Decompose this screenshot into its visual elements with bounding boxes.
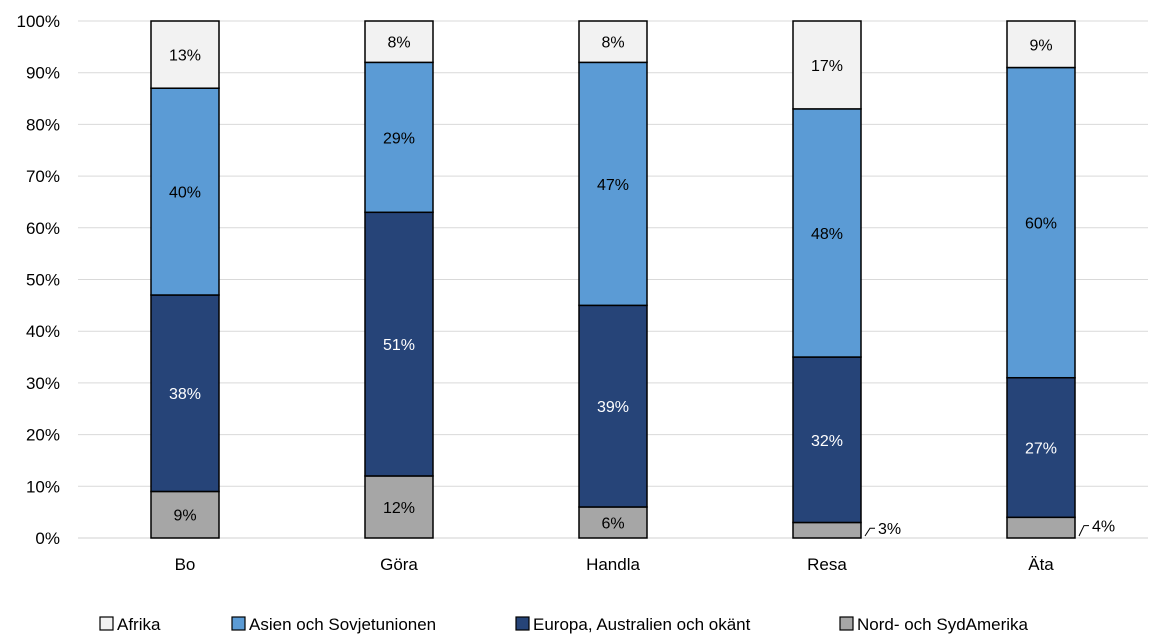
- data-label: 9%: [173, 508, 196, 525]
- y-tick-label: 0%: [35, 529, 60, 548]
- data-label: 17%: [811, 58, 843, 75]
- bar-segment: [364, 475, 434, 539]
- data-label: 39%: [597, 399, 629, 416]
- data-label: 3%: [878, 521, 901, 538]
- y-axis: 0% 10% 20% 30% 40% 50% 60% 70% 80% 90% 100%: [17, 12, 60, 548]
- y-tick-label: 100%: [17, 12, 60, 31]
- bar-segment: [1006, 376, 1076, 519]
- y-tick-label: 80%: [26, 115, 60, 134]
- legend-label: Europa, Australien och okänt: [533, 615, 751, 634]
- x-axis: Bo Göra Handla Resa Äta: [175, 555, 1055, 574]
- x-tick-label: Bo: [175, 555, 196, 574]
- y-tick-label: 50%: [26, 271, 60, 290]
- bar-segment: [1006, 66, 1076, 379]
- bar-segment: [150, 490, 220, 539]
- bar-segment: [578, 61, 648, 307]
- x-tick-label: Äta: [1028, 555, 1054, 574]
- data-label: 47%: [597, 177, 629, 194]
- leader-line: [1078, 525, 1089, 537]
- legend: Afrika Asien och Sovjetunionen Europa, Aus…: [99, 615, 1029, 634]
- x-tick-label: Resa: [807, 555, 847, 574]
- data-label: 6%: [601, 515, 624, 532]
- data-label: 27%: [1025, 441, 1057, 458]
- bar-segment: [578, 20, 648, 64]
- bar-segment: [1006, 20, 1076, 69]
- legend-swatch: [839, 616, 854, 631]
- legend-label: Afrika: [117, 615, 161, 634]
- y-tick-label: 70%: [26, 167, 60, 186]
- data-label: 60%: [1025, 216, 1057, 233]
- bar-segment: [792, 521, 862, 539]
- data-label: 40%: [169, 185, 201, 202]
- data-label: 4%: [1092, 519, 1115, 536]
- leader-line: [864, 527, 875, 537]
- y-tick-label: 60%: [26, 219, 60, 238]
- y-tick-label: 10%: [26, 477, 60, 496]
- x-tick-label: Handla: [586, 555, 640, 574]
- y-tick-label: 90%: [26, 64, 60, 83]
- data-label: 8%: [601, 35, 624, 52]
- data-label: 32%: [811, 433, 843, 450]
- bar-segment: [1006, 516, 1076, 539]
- bars: [150, 20, 1076, 539]
- data-label: 48%: [811, 226, 843, 243]
- bar-segment: [792, 20, 862, 110]
- y-tick-label: 40%: [26, 322, 60, 341]
- data-label: 38%: [169, 386, 201, 403]
- bar-segment: [792, 108, 862, 358]
- legend-label: Nord- och SydAmerika: [857, 615, 1029, 634]
- bar-segment: [150, 87, 220, 296]
- legend-swatch: [99, 616, 114, 631]
- data-labels: 9% 38% 40% 13% 12% 51% 29% 8% 6% 39% 47% 8% 3% 32% 48%…: [169, 35, 1115, 539]
- y-tick-label: 30%: [26, 374, 60, 393]
- bar-segment: [578, 304, 648, 508]
- data-label: 51%: [383, 337, 415, 354]
- legend-label: Asien och Sovjetunionen: [249, 615, 436, 634]
- legend-swatch: [515, 616, 530, 631]
- data-label: 13%: [169, 48, 201, 65]
- data-label: 29%: [383, 130, 415, 147]
- bar-segment: [364, 20, 434, 64]
- bar-segment: [150, 294, 220, 493]
- y-tick-label: 20%: [26, 426, 60, 445]
- x-tick-label: Göra: [380, 555, 418, 574]
- legend-swatch: [231, 616, 246, 631]
- data-label: 12%: [383, 500, 415, 517]
- data-label: 9%: [1029, 37, 1052, 54]
- bar-segment: [792, 356, 862, 524]
- data-label: 8%: [387, 35, 410, 52]
- bar-segment: [150, 20, 220, 89]
